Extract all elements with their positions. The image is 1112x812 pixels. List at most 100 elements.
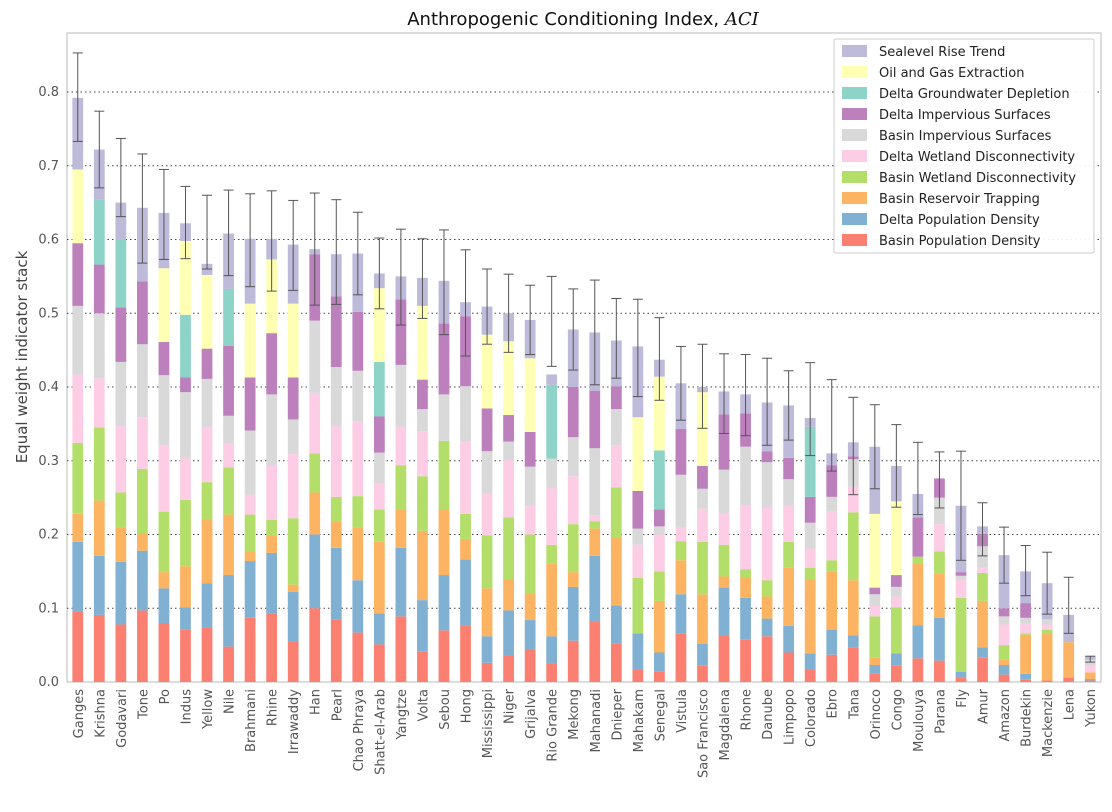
bar-segment [330, 496, 342, 522]
bar-segment [524, 649, 536, 682]
bar-segment [783, 567, 795, 626]
bar-segment [266, 333, 278, 395]
bar-segment [309, 453, 321, 493]
bar-segment [869, 673, 881, 682]
bar-segment [546, 563, 558, 637]
bar-segment [201, 482, 213, 520]
bar-segment [524, 358, 536, 432]
bar-segment [890, 586, 902, 597]
bar-segment [373, 288, 385, 362]
legend-swatch [842, 192, 867, 204]
bar-segment [718, 469, 730, 514]
bar-segment [417, 600, 428, 652]
bar-segment [998, 674, 1010, 682]
x-tick-label: Amur [977, 688, 992, 724]
bar-segment [223, 443, 234, 468]
bar-segment [654, 376, 665, 451]
bar-segment [546, 384, 558, 459]
bar-segment [783, 652, 795, 682]
x-tick-label: Fly [955, 689, 970, 708]
bar-segment [869, 616, 881, 658]
legend-swatch [842, 108, 867, 120]
bar-segment [460, 538, 471, 560]
bar-segment [158, 588, 170, 623]
x-tick-label: Brahmani [244, 689, 259, 752]
bar-segment [546, 458, 558, 489]
bar-segment [201, 274, 213, 349]
y-tick-label: 0.1 [38, 601, 59, 616]
y-tick-label: 0.6 [38, 233, 59, 248]
bar-segment [589, 528, 601, 556]
bar-segment [610, 409, 622, 446]
bar-segment [395, 426, 407, 466]
bar-segment [244, 561, 256, 618]
bar-segment [632, 544, 644, 579]
bar-segment [826, 654, 838, 682]
bar-segment [998, 659, 1010, 666]
bar-segment [890, 665, 902, 682]
bar-segment [654, 652, 665, 672]
legend-label: Basin Reservoir Trapping [879, 192, 1040, 207]
bar-segment [1084, 672, 1096, 680]
bar-segment [1063, 677, 1075, 682]
bar-segment [783, 505, 795, 542]
x-tick-label: Pearl [330, 689, 345, 721]
bar-segment [417, 409, 428, 432]
bar-segment [223, 288, 234, 346]
bar-segment [934, 497, 945, 525]
bar-segment [223, 575, 234, 647]
bar-segment [395, 465, 407, 510]
bar-segment [287, 584, 299, 593]
bar-segment [223, 345, 234, 416]
bar-segment [675, 541, 687, 561]
bar-segment [847, 486, 859, 513]
bar-segment [740, 569, 751, 579]
x-tick-label: Indus [179, 689, 194, 725]
bar-segment [137, 344, 148, 418]
bar-segment [180, 499, 191, 567]
bar-segment [93, 427, 105, 501]
bar-segment [955, 579, 967, 598]
x-tick-label: Amazon [998, 689, 1013, 742]
legend: Sealevel Rise Trend Oil and Gas Extractio… [833, 38, 1095, 254]
bar-segment [158, 445, 170, 512]
bar-segment [158, 511, 170, 573]
bar-segment [998, 624, 1010, 646]
bar-segment [201, 519, 213, 584]
x-tick-label: Po [158, 689, 173, 704]
y-tick-label: 0.0 [38, 675, 59, 690]
bar-segment [998, 645, 1010, 660]
bar-segment [675, 429, 687, 475]
bar-segment [373, 541, 385, 614]
bar-segment [890, 501, 902, 576]
bar-segment [977, 567, 988, 573]
bar-segment [632, 490, 644, 529]
bar-segment [847, 580, 859, 636]
bar-segment [761, 636, 773, 682]
bar-segment [998, 616, 1010, 625]
bar-segment [244, 617, 256, 682]
bar-segment [718, 544, 730, 577]
x-tick-label: Senegal [653, 689, 668, 741]
bar-segment [804, 669, 816, 682]
bar-segment [287, 592, 299, 642]
bar-segment [761, 507, 773, 581]
bar-segment [373, 644, 385, 682]
bar-segment [740, 639, 751, 682]
bar-segment [1020, 617, 1031, 623]
bar-segment [977, 647, 988, 658]
bar-segment [912, 556, 924, 564]
bar-segment [1020, 673, 1031, 680]
bar-segment [417, 651, 428, 682]
bar-segment [761, 618, 773, 637]
bar-segment [503, 415, 514, 442]
bar-segment [72, 443, 84, 514]
legend-label: Delta Wetland Disconnectivity [879, 150, 1075, 165]
bar-segment [417, 379, 428, 410]
bar-segment [115, 561, 127, 625]
bar-segment [417, 530, 428, 601]
error-bars [72, 52, 1096, 663]
bar-segment [481, 451, 493, 494]
bar-segment [373, 613, 385, 645]
